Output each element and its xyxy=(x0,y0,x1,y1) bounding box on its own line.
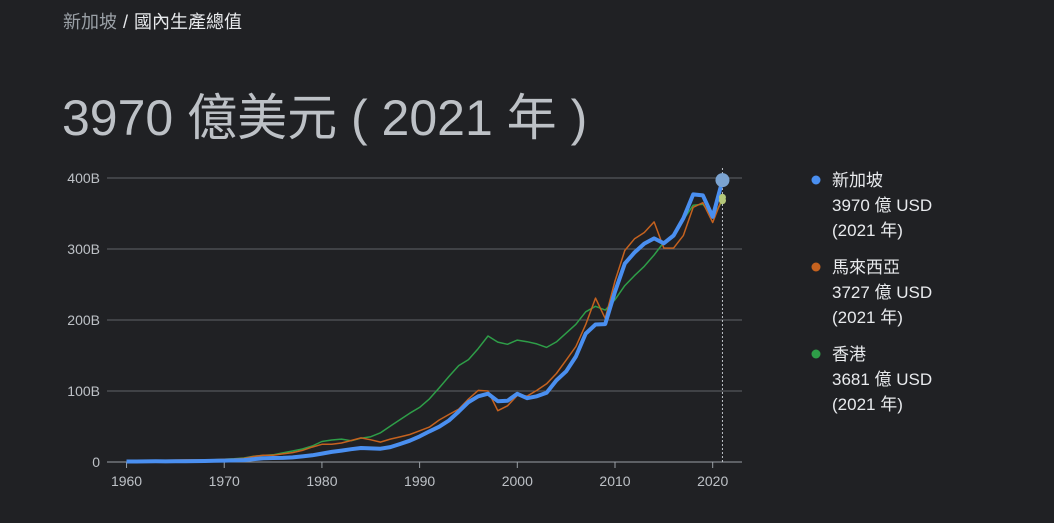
legend-year: (2021 年) xyxy=(832,308,903,327)
x-tick-label: 1960 xyxy=(111,473,142,489)
legend-name: 馬來西亞 xyxy=(832,258,900,277)
legend-value: 3727 億 USD xyxy=(832,283,932,302)
y-tick-label: 400B xyxy=(67,170,100,186)
legend-dot xyxy=(811,262,821,272)
legend-year: (2021 年) xyxy=(832,395,903,414)
legend-value: 3970 億 USD xyxy=(832,196,932,215)
x-tick-label: 2020 xyxy=(697,473,728,489)
x-tick-label: 2000 xyxy=(502,473,533,489)
legend-value: 3681 億 USD xyxy=(832,370,932,389)
x-tick-label: 1990 xyxy=(404,473,435,489)
series-line xyxy=(126,197,724,462)
breadcrumb-separator: / xyxy=(123,12,129,32)
legend-dot xyxy=(811,349,821,359)
series-line xyxy=(126,179,725,464)
breadcrumb-topic: 國內生產總值 xyxy=(134,12,243,32)
legend: 新加坡 3970 億 USD (2021 年) 馬來西亞 3727 億 USD (2021… xyxy=(811,171,932,414)
legend-year: (2021 年) xyxy=(832,221,903,240)
y-tick-label: 200B xyxy=(67,312,100,328)
legend-dot xyxy=(811,175,821,185)
breadcrumb: 新加坡 / 國內生產總值 xyxy=(63,8,242,34)
headline: 3970 億美元 ( 2021 年 ) xyxy=(62,90,588,146)
legend-name: 香港 xyxy=(832,345,866,364)
y-tick-label: 300B xyxy=(67,241,100,257)
breadcrumb-country[interactable]: 新加坡 xyxy=(63,12,117,32)
y-tick-label: 0 xyxy=(92,454,100,470)
x-tick-label: 2010 xyxy=(599,473,630,489)
y-tick-label: 100B xyxy=(67,383,100,399)
legend-name: 新加坡 xyxy=(832,171,883,190)
x-tick-label: 1970 xyxy=(209,473,240,489)
end-point xyxy=(718,193,726,201)
x-tick-label: 1980 xyxy=(306,473,337,489)
end-point xyxy=(715,173,730,188)
